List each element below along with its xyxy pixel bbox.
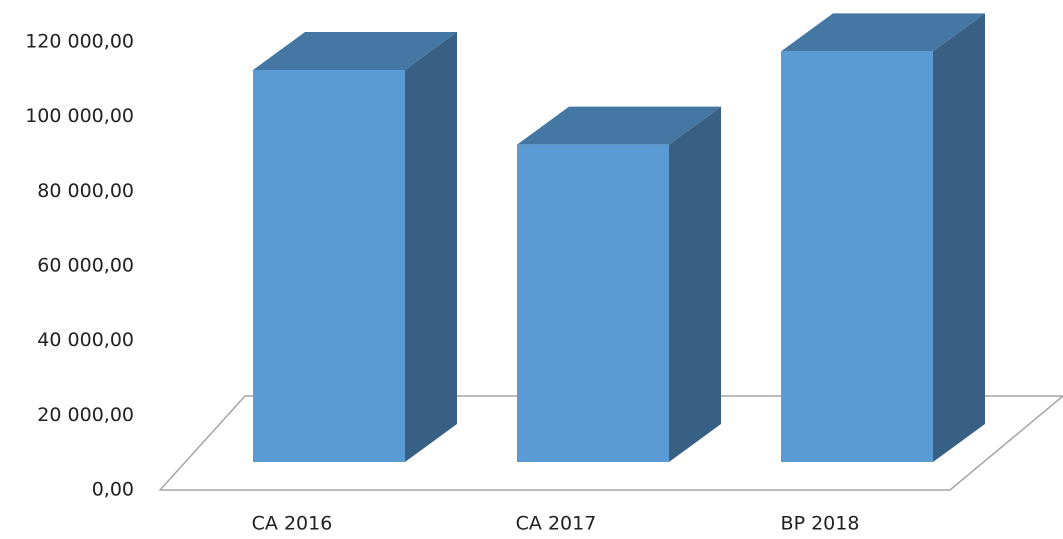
y-tick-label: 60 000,00 [37, 255, 134, 277]
bar [781, 51, 933, 462]
floor [158, 395, 1063, 491]
y-tick-label: 100 000,00 [25, 105, 134, 127]
bar [253, 70, 405, 462]
bar-top [253, 32, 457, 70]
y-tick-label: 20 000,00 [37, 404, 134, 426]
y-tick-label: 0,00 [92, 479, 134, 501]
y-tick-label: 80 000,00 [37, 180, 134, 202]
bar-top [781, 13, 985, 52]
x-tick-label: BP 2018 [781, 513, 860, 535]
x-tick-label: CA 2016 [252, 513, 333, 535]
bar-side [405, 32, 457, 462]
x-tick-label: CA 2017 [516, 513, 597, 535]
bar-side [669, 106, 721, 463]
y-tick-label: 120 000,00 [25, 31, 134, 53]
y-tick-label: 40 000,00 [37, 329, 134, 351]
bar-side [933, 13, 985, 462]
bar [517, 144, 669, 462]
bar-top [517, 106, 721, 145]
